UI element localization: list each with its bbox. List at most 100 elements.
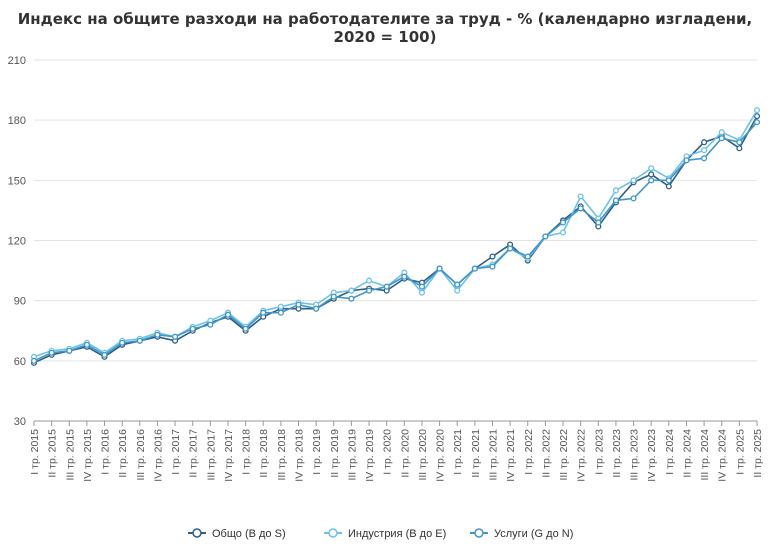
x-tick-label: IV тр. 2018	[294, 429, 306, 482]
data-point	[418, 283, 426, 290]
x-tick-label: I тр. 2023	[593, 429, 605, 475]
x-tick-label: III тр. 2015	[64, 429, 76, 481]
data-point	[648, 177, 655, 184]
data-point	[595, 219, 602, 226]
data-point	[630, 177, 637, 184]
data-point	[701, 139, 708, 146]
x-tick-label: I тр. 2024	[664, 429, 676, 475]
x-tick-label: I тр. 2020	[382, 429, 394, 475]
x-tick-label: IV тр. 2017	[223, 429, 235, 482]
x-tick-label: II тр. 2020	[399, 429, 411, 478]
data-point	[489, 263, 496, 270]
x-tick-label: III тр. 2023	[629, 429, 641, 481]
chart-title: Индекс на общите разходи на работодатели…	[17, 10, 753, 46]
x-tick-label: II тр. 2015	[47, 429, 59, 478]
x-tick-label: II тр. 2025	[752, 429, 764, 478]
data-point	[753, 119, 761, 126]
data-point	[577, 193, 584, 200]
data-point	[136, 337, 143, 344]
data-point	[489, 253, 496, 260]
y-tick-label: 120	[8, 236, 26, 248]
data-point	[207, 321, 214, 328]
y-tick-label: 180	[8, 115, 26, 127]
data-point	[418, 289, 426, 296]
data-point	[736, 145, 743, 152]
data-point	[718, 129, 725, 136]
y-tick-label: 210	[8, 55, 26, 67]
x-tick-label: II тр. 2022	[540, 429, 552, 478]
data-point	[260, 309, 267, 316]
x-tick-label: I тр. 2015	[29, 429, 41, 475]
data-point	[612, 187, 619, 194]
x-tick-label: IV тр. 2020	[435, 429, 447, 482]
legend-item: Индустрия (B до E)	[324, 528, 446, 540]
legend-marker	[192, 528, 202, 538]
data-point	[348, 287, 355, 294]
data-point	[454, 281, 461, 288]
data-point	[577, 205, 584, 212]
x-tick-label: I тр. 2019	[311, 429, 323, 475]
x-tick-label: II тр. 2021	[470, 429, 482, 478]
x-tick-label: III тр. 2021	[487, 429, 499, 481]
data-point	[753, 107, 761, 114]
legend-item: Общо (B до S)	[188, 528, 286, 540]
x-tick-label: III тр. 2019	[346, 429, 358, 481]
data-point	[630, 195, 637, 202]
x-tick-label: IV тр. 2019	[364, 429, 376, 482]
x-tick-label: III тр. 2022	[558, 429, 570, 481]
x-tick-label: I тр. 2016	[100, 429, 112, 475]
data-point	[401, 273, 408, 280]
x-tick-label: IV тр. 2015	[82, 429, 94, 482]
y-tick-label: 30	[14, 416, 26, 428]
data-point	[542, 233, 549, 240]
data-point	[30, 357, 38, 364]
data-point	[365, 287, 373, 294]
data-point	[295, 301, 302, 308]
x-tick-label: IV тр. 2021	[505, 429, 517, 482]
data-point	[701, 155, 708, 162]
x-tick-label: III тр. 2020	[417, 429, 429, 481]
data-point	[718, 135, 725, 142]
data-point	[383, 283, 390, 290]
x-tick-label: IV тр. 2024	[717, 429, 729, 482]
legend-marker	[328, 528, 338, 538]
data-point	[559, 219, 567, 226]
data-point	[48, 349, 55, 356]
x-tick-label: IV тр. 2022	[576, 429, 588, 482]
x-tick-label: I тр. 2017	[170, 429, 182, 475]
x-tick-label: III тр. 2024	[699, 429, 711, 481]
legend-marker	[474, 528, 484, 538]
legend-label: Услуги (G до N)	[494, 528, 573, 540]
data-point	[612, 197, 619, 204]
data-point	[683, 157, 690, 164]
data-point	[66, 347, 73, 354]
x-tick-label: I тр. 2025	[734, 429, 746, 475]
data-point	[648, 165, 655, 172]
x-tick-label: II тр. 2017	[188, 429, 200, 478]
y-tick-label: 60	[14, 356, 26, 368]
data-point	[665, 177, 672, 184]
legend-label: Индустрия (B до E)	[348, 528, 446, 540]
data-point	[172, 333, 179, 340]
data-point	[154, 331, 161, 338]
x-tick-label: II тр. 2016	[117, 429, 129, 478]
data-point	[348, 295, 355, 302]
x-tick-label: II тр. 2018	[258, 429, 270, 478]
data-point	[365, 277, 373, 284]
data-point	[330, 293, 337, 300]
x-tick-label: IV тр. 2016	[152, 429, 164, 482]
data-point	[277, 303, 284, 310]
x-tick-label: IV тр. 2023	[646, 429, 658, 482]
data-point	[224, 311, 232, 318]
x-tick-label: II тр. 2019	[329, 429, 341, 478]
series-line	[33, 109, 758, 358]
x-tick-label: III тр. 2018	[276, 429, 288, 481]
data-point	[524, 253, 531, 260]
data-point	[436, 265, 443, 272]
x-tick-label: II тр. 2024	[681, 429, 693, 478]
data-point	[313, 305, 320, 312]
data-point	[736, 139, 743, 146]
legend-item: Услуги (G до N)	[470, 528, 573, 540]
x-tick-label: I тр. 2021	[452, 429, 464, 475]
